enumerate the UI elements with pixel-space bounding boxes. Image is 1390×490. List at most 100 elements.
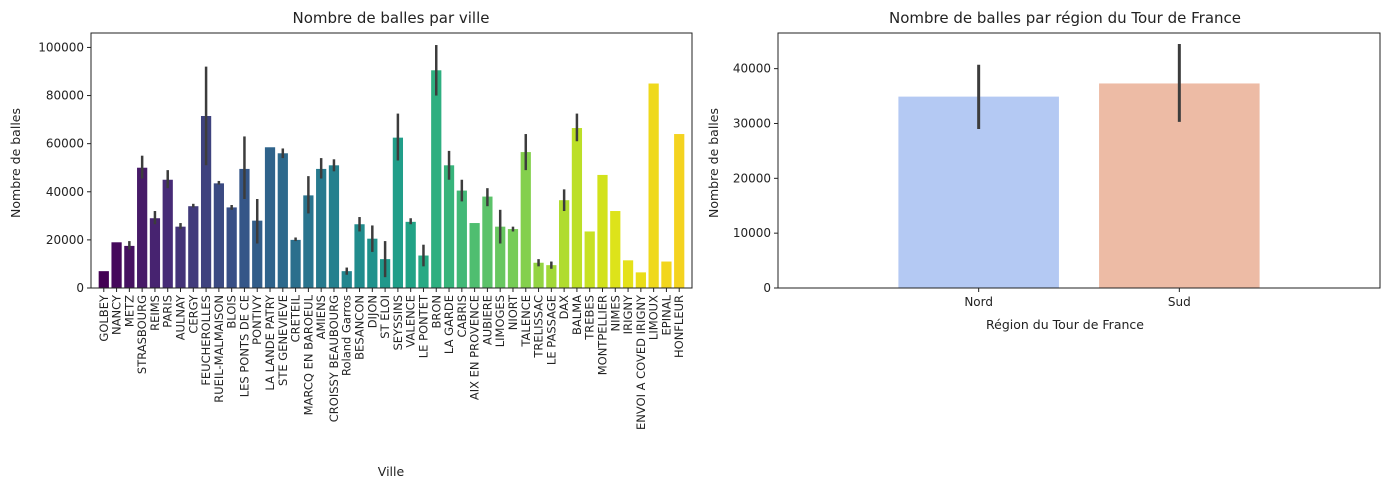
bar [226,207,237,288]
chart-region: Nombre de balles par région du Tour de F… [706,9,1381,332]
bar [252,220,263,288]
x-tick-label: RUEIL-MALMAISON [212,295,226,403]
x-tick-label: MARCQ EN BAROEUL [301,294,315,415]
bar [149,218,161,288]
x-tick-label: VALENCE [404,295,418,348]
x-tick-label: DIJON [365,295,379,328]
x-tick-label: LA LANDE PATRY [263,294,277,391]
bar [264,147,276,288]
y-axis-label-region: Nombre de balles [706,108,721,218]
x-tick-label: NANCY [110,294,124,335]
bar [469,223,480,288]
x-tick-label: EPINAL [659,294,673,335]
bar [367,238,378,288]
bar [392,137,404,288]
x-tick-label: LA GARDE [442,295,456,354]
bar [507,229,519,288]
x-tick-label: LIMOUX [647,295,661,340]
chart-title-ville: Nombre de balles par ville [293,9,490,27]
x-tick-label: BESANCON [353,295,367,360]
bar [533,262,544,288]
x-tick-label: Nord [964,295,993,309]
x-tick-label: BRON [429,295,443,329]
x-tick-label: Roland Garros [340,295,354,376]
x-tick-label: PARIS [161,295,175,328]
plot-frame [90,32,693,289]
bar [277,153,288,288]
bar [162,179,173,288]
chart-title-region: Nombre de balles par région du Tour de F… [889,9,1241,27]
chart-ville: Nombre de balles par ville Ville Nombre … [8,9,693,479]
x-tick-label: STE GENEVIEVE [276,295,290,386]
bar [559,200,570,288]
bar [354,224,365,288]
x-tick-label: LE PASSAGE [544,295,558,365]
x-tick-label: BALMA [570,295,584,335]
bar [188,206,199,288]
x-tick-label: TALENCE [519,295,533,348]
bar [98,271,109,288]
bar [622,260,634,288]
bar [303,195,314,288]
x-tick-label: REIMS [148,295,162,331]
x-tick-label: HONFLEUR [672,295,686,358]
x-tick-label: CABRIS [455,295,469,337]
x-tick-label: BLOIS [225,295,239,329]
y-tick-label: 20000 [46,233,84,247]
x-tick-label: NIMES [608,295,622,331]
bar [520,152,531,288]
bar [584,231,595,288]
x-tick-label: LES PONTS DE CE [237,295,251,397]
y-tick-label: 100000 [38,40,84,54]
bar [648,83,659,289]
plot-area-ville: GOLBEYNANCYMETZSTRASBOURGREIMSPARISAULNA… [38,32,693,430]
x-tick-label: Sud [1168,295,1191,309]
x-tick-label: CROISSY BEAUBOURG [327,295,341,422]
y-tick-label: 30000 [733,116,771,130]
y-tick-label: 40000 [733,62,771,76]
bar [290,239,301,288]
bar [124,245,135,288]
x-tick-label: SEYSSINS [391,295,405,350]
bar [341,271,352,288]
y-tick-label: 10000 [733,226,771,240]
bar [546,265,557,288]
plot-area-region: Nord Sud 0 10000 20000 30000 40000 [733,32,1381,309]
bar [418,255,429,288]
bar [431,70,442,288]
x-tick-label: STRASBOURG [135,295,149,374]
bar [239,168,250,288]
x-axis-label-region: Région du Tour de France [986,317,1144,332]
bar [635,272,646,288]
bar [571,128,583,288]
x-tick-label: PONTIVY [250,294,264,345]
y-tick-label: 80000 [46,89,84,103]
bar [405,221,416,288]
bar [443,165,455,288]
bar [137,167,148,288]
x-tick-label: NIORT [506,294,520,330]
bar [111,242,122,288]
x-tick-label: AMIENS [314,295,328,339]
bar [200,115,212,288]
x-tick-label: LE PONTET [416,294,430,358]
x-tick-label: ST ELOI [378,295,392,339]
x-tick-label: TREBES [583,295,597,341]
x-tick-label: CERGY [186,294,200,334]
x-tick-label: METZ [122,295,136,327]
x-axis-label-ville: Ville [378,464,405,479]
bar [456,190,467,288]
bar [316,168,327,288]
bar [597,174,608,288]
bar [661,261,672,288]
x-tick-label: DAX [557,295,571,320]
x-tick-label: FEUCHEROLLES [199,295,213,386]
x-tick-label: ENVOI A COVED IRIGNY [634,294,648,430]
y-tick-label: 20000 [733,171,771,185]
bar [213,183,224,288]
y-tick-label: 40000 [46,185,84,199]
bar [674,134,685,288]
x-tick-label: IRIGNY [621,294,635,334]
plot-frame [777,32,1381,289]
